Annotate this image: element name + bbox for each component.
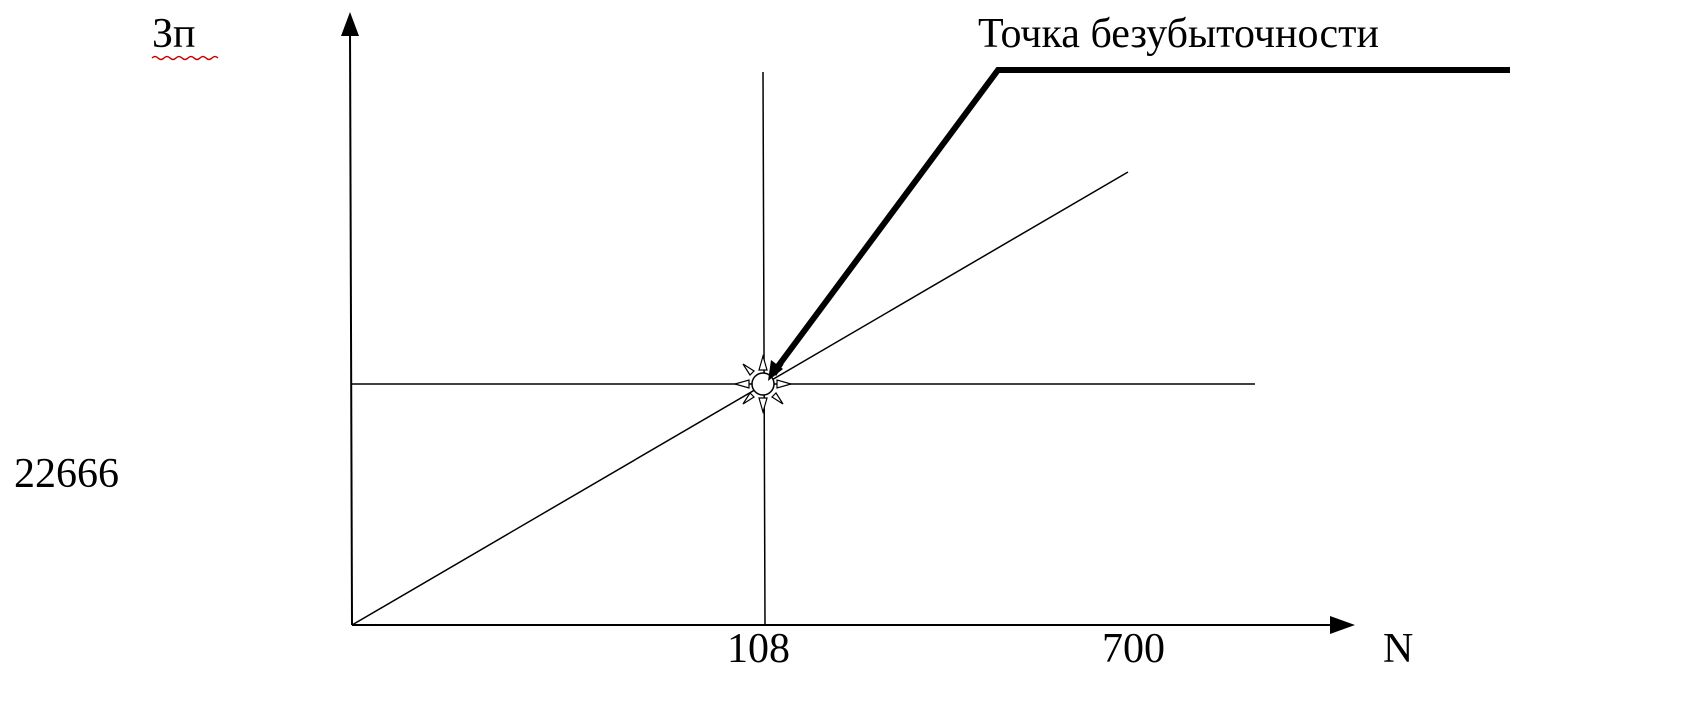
y-axis-arrow [341,12,359,36]
annotation-pointer-arrowhead [768,360,783,381]
cost-diagonal-line [351,171,1129,626]
annotation-pointer-line [770,67,1510,375]
y-axis-label: Зп [152,11,196,57]
y-value-label: 22666 [14,451,119,497]
x-axis-arrow [1330,616,1355,634]
x-tick-max: 700 [1102,626,1165,672]
x-tick-breakeven: 108 [727,626,790,672]
breakeven-point-marker [732,353,794,415]
x-axis-label: N [1383,626,1413,672]
spellcheck-squiggle [151,55,219,61]
breakeven-vertical-line [762,71,766,626]
breakeven-annotation: Точка безубыточности [978,11,1379,57]
y-axis [349,29,353,626]
